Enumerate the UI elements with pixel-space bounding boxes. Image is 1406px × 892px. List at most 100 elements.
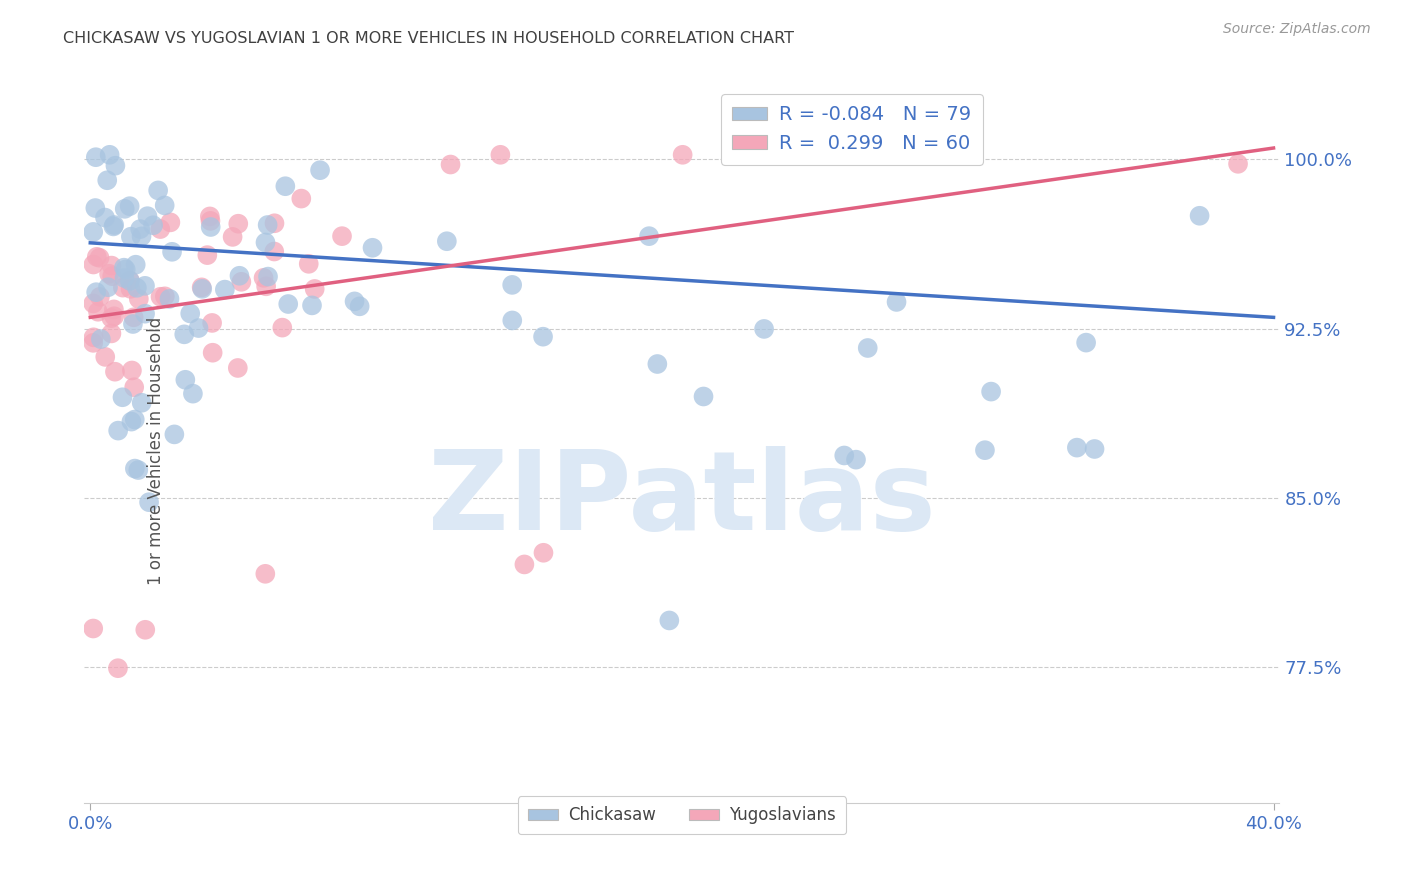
Point xyxy=(181,386,204,401)
Point xyxy=(436,234,458,248)
Point xyxy=(111,390,134,404)
Point xyxy=(118,199,141,213)
Point xyxy=(82,258,104,272)
Text: CHICKASAW VS YUGOSLAVIAN 1 OR MORE VEHICLES IN HOUSEHOLD CORRELATION CHART: CHICKASAW VS YUGOSLAVIAN 1 OR MORE VEHIC… xyxy=(63,31,794,46)
Point xyxy=(1083,442,1105,456)
Point xyxy=(124,412,146,426)
Point xyxy=(174,373,197,387)
Point xyxy=(104,365,127,379)
Point xyxy=(103,310,125,324)
Point xyxy=(191,282,214,296)
Point xyxy=(120,282,142,296)
Text: ZIPatlas: ZIPatlas xyxy=(427,446,936,553)
Point xyxy=(226,217,249,231)
Point xyxy=(122,380,145,394)
Point xyxy=(290,192,312,206)
Point xyxy=(97,280,120,294)
Point xyxy=(221,230,243,244)
Point xyxy=(131,396,153,410)
Point xyxy=(118,274,141,288)
Point xyxy=(136,209,159,223)
Point xyxy=(818,148,841,162)
Point xyxy=(100,311,122,326)
Point xyxy=(127,463,149,477)
Point xyxy=(134,307,156,321)
Point xyxy=(100,259,122,273)
Point xyxy=(1227,157,1250,171)
Point xyxy=(343,294,366,309)
Point xyxy=(90,332,112,346)
Point xyxy=(195,248,218,262)
Point xyxy=(190,280,212,294)
Point xyxy=(128,292,150,306)
Point xyxy=(672,148,695,162)
Point xyxy=(533,546,555,560)
Point xyxy=(832,449,855,463)
Point xyxy=(103,218,125,232)
Point xyxy=(531,329,554,343)
Point xyxy=(98,267,121,281)
Point xyxy=(187,321,209,335)
Point xyxy=(330,229,353,244)
Point xyxy=(86,250,108,264)
Point xyxy=(692,389,714,403)
Point xyxy=(121,363,143,377)
Point xyxy=(84,150,107,164)
Point xyxy=(226,361,249,376)
Point xyxy=(131,229,153,244)
Point xyxy=(153,198,176,212)
Point xyxy=(501,313,523,327)
Point xyxy=(980,384,1002,399)
Point xyxy=(439,157,461,171)
Text: Source: ZipAtlas.com: Source: ZipAtlas.com xyxy=(1223,22,1371,37)
Point xyxy=(98,148,121,162)
Point xyxy=(89,251,111,265)
Point xyxy=(153,289,176,303)
Point xyxy=(277,297,299,311)
Point xyxy=(159,215,181,229)
Point xyxy=(304,282,326,296)
Point xyxy=(254,279,277,293)
Point xyxy=(82,296,104,310)
Legend: Chickasaw, Yugoslavians: Chickasaw, Yugoslavians xyxy=(517,797,846,834)
Point xyxy=(146,183,169,197)
Point xyxy=(1188,209,1211,223)
Point xyxy=(160,244,183,259)
Point xyxy=(118,273,141,287)
Point xyxy=(638,229,661,244)
Point xyxy=(129,222,152,236)
Point xyxy=(263,216,285,230)
Point xyxy=(228,268,250,283)
Point xyxy=(84,285,107,300)
Point xyxy=(647,357,669,371)
Point xyxy=(122,310,145,325)
Point xyxy=(159,292,181,306)
Point xyxy=(200,219,222,234)
Point xyxy=(149,222,172,236)
Point xyxy=(87,304,110,318)
Point xyxy=(201,345,224,359)
Point xyxy=(94,211,117,225)
Point xyxy=(263,244,285,259)
Point xyxy=(120,229,142,244)
Point xyxy=(112,260,135,275)
Point xyxy=(114,202,136,216)
Point xyxy=(752,322,775,336)
Point xyxy=(111,280,134,294)
Point xyxy=(114,262,136,277)
Point xyxy=(256,218,278,232)
Point xyxy=(845,452,868,467)
Point xyxy=(974,443,997,458)
Point xyxy=(513,558,536,572)
Point xyxy=(142,219,165,233)
Point xyxy=(163,427,186,442)
Point xyxy=(134,278,156,293)
Point xyxy=(298,257,321,271)
Point xyxy=(82,335,104,350)
Point xyxy=(349,299,371,313)
Point xyxy=(886,294,908,309)
Point xyxy=(856,341,879,355)
Point xyxy=(214,283,236,297)
Point xyxy=(104,159,127,173)
Point xyxy=(489,148,512,162)
